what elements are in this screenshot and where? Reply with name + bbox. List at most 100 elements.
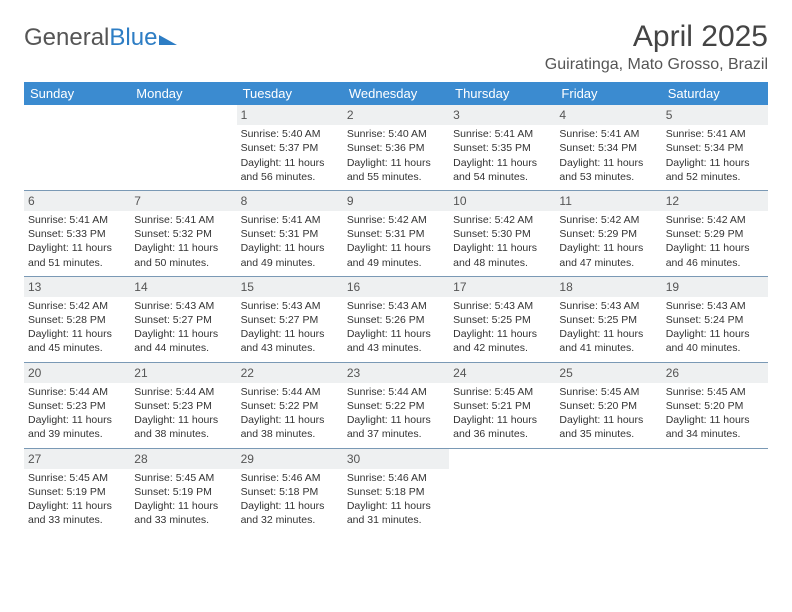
weekday-header: Thursday bbox=[449, 82, 555, 105]
day-cell: 19Sunrise: 5:43 AMSunset: 5:24 PMDayligh… bbox=[662, 277, 768, 362]
day-number: 7 bbox=[130, 191, 236, 211]
d1-text: Daylight: 11 hours bbox=[134, 499, 232, 513]
day-cell: 21Sunrise: 5:44 AMSunset: 5:23 PMDayligh… bbox=[130, 363, 236, 448]
d2-text: and 45 minutes. bbox=[28, 341, 126, 355]
sunset-text: Sunset: 5:22 PM bbox=[241, 399, 339, 413]
d2-text: and 42 minutes. bbox=[453, 341, 551, 355]
day-number bbox=[662, 449, 768, 469]
location-text: Guiratinga, Mato Grosso, Brazil bbox=[545, 56, 768, 74]
weekday-header: Sunday bbox=[24, 82, 130, 105]
d1-text: Daylight: 11 hours bbox=[241, 241, 339, 255]
calendar: SundayMondayTuesdayWednesdayThursdayFrid… bbox=[24, 82, 768, 533]
day-number: 2 bbox=[343, 105, 449, 125]
sunrise-text: Sunrise: 5:42 AM bbox=[28, 299, 126, 313]
sunset-text: Sunset: 5:24 PM bbox=[666, 313, 764, 327]
sunrise-text: Sunrise: 5:43 AM bbox=[241, 299, 339, 313]
sunrise-text: Sunrise: 5:40 AM bbox=[347, 127, 445, 141]
sunrise-text: Sunrise: 5:41 AM bbox=[666, 127, 764, 141]
day-cell: 16Sunrise: 5:43 AMSunset: 5:26 PMDayligh… bbox=[343, 277, 449, 362]
d1-text: Daylight: 11 hours bbox=[559, 327, 657, 341]
weekday-header: Friday bbox=[555, 82, 661, 105]
day-number: 6 bbox=[24, 191, 130, 211]
day-cell: 24Sunrise: 5:45 AMSunset: 5:21 PMDayligh… bbox=[449, 363, 555, 448]
sunrise-text: Sunrise: 5:43 AM bbox=[453, 299, 551, 313]
sunrise-text: Sunrise: 5:45 AM bbox=[28, 471, 126, 485]
day-cell: 10Sunrise: 5:42 AMSunset: 5:30 PMDayligh… bbox=[449, 191, 555, 276]
sunset-text: Sunset: 5:22 PM bbox=[347, 399, 445, 413]
weekday-header: Tuesday bbox=[237, 82, 343, 105]
sunset-text: Sunset: 5:29 PM bbox=[559, 227, 657, 241]
sunset-text: Sunset: 5:31 PM bbox=[241, 227, 339, 241]
d1-text: Daylight: 11 hours bbox=[134, 327, 232, 341]
d2-text: and 55 minutes. bbox=[347, 170, 445, 184]
day-cell: 3Sunrise: 5:41 AMSunset: 5:35 PMDaylight… bbox=[449, 105, 555, 190]
day-number: 16 bbox=[343, 277, 449, 297]
day-number: 13 bbox=[24, 277, 130, 297]
sunrise-text: Sunrise: 5:42 AM bbox=[453, 213, 551, 227]
d1-text: Daylight: 11 hours bbox=[241, 413, 339, 427]
empty-cell bbox=[24, 105, 130, 190]
sunrise-text: Sunrise: 5:45 AM bbox=[453, 385, 551, 399]
day-number bbox=[555, 449, 661, 469]
d2-text: and 49 minutes. bbox=[347, 256, 445, 270]
sunrise-text: Sunrise: 5:41 AM bbox=[241, 213, 339, 227]
sunrise-text: Sunrise: 5:43 AM bbox=[347, 299, 445, 313]
d2-text: and 51 minutes. bbox=[28, 256, 126, 270]
day-number bbox=[130, 105, 236, 125]
day-number: 23 bbox=[343, 363, 449, 383]
day-cell: 1Sunrise: 5:40 AMSunset: 5:37 PMDaylight… bbox=[237, 105, 343, 190]
sunrise-text: Sunrise: 5:42 AM bbox=[559, 213, 657, 227]
d2-text: and 46 minutes. bbox=[666, 256, 764, 270]
sunset-text: Sunset: 5:18 PM bbox=[241, 485, 339, 499]
d2-text: and 31 minutes. bbox=[347, 513, 445, 527]
logo: GeneralBlue bbox=[24, 24, 177, 52]
sunrise-text: Sunrise: 5:46 AM bbox=[347, 471, 445, 485]
sunset-text: Sunset: 5:27 PM bbox=[241, 313, 339, 327]
d2-text: and 38 minutes. bbox=[241, 427, 339, 441]
day-cell: 7Sunrise: 5:41 AMSunset: 5:32 PMDaylight… bbox=[130, 191, 236, 276]
day-cell: 4Sunrise: 5:41 AMSunset: 5:34 PMDaylight… bbox=[555, 105, 661, 190]
week-row: 1Sunrise: 5:40 AMSunset: 5:37 PMDaylight… bbox=[24, 105, 768, 191]
day-cell: 9Sunrise: 5:42 AMSunset: 5:31 PMDaylight… bbox=[343, 191, 449, 276]
week-row: 27Sunrise: 5:45 AMSunset: 5:19 PMDayligh… bbox=[24, 449, 768, 534]
d2-text: and 47 minutes. bbox=[559, 256, 657, 270]
logo-text: GeneralBlue bbox=[24, 24, 157, 52]
sunrise-text: Sunrise: 5:44 AM bbox=[347, 385, 445, 399]
d1-text: Daylight: 11 hours bbox=[134, 241, 232, 255]
sunrise-text: Sunrise: 5:42 AM bbox=[666, 213, 764, 227]
week-row: 20Sunrise: 5:44 AMSunset: 5:23 PMDayligh… bbox=[24, 363, 768, 449]
sunrise-text: Sunrise: 5:43 AM bbox=[559, 299, 657, 313]
day-cell: 18Sunrise: 5:43 AMSunset: 5:25 PMDayligh… bbox=[555, 277, 661, 362]
empty-cell bbox=[662, 449, 768, 534]
day-cell: 17Sunrise: 5:43 AMSunset: 5:25 PMDayligh… bbox=[449, 277, 555, 362]
d2-text: and 33 minutes. bbox=[28, 513, 126, 527]
sunset-text: Sunset: 5:21 PM bbox=[453, 399, 551, 413]
d1-text: Daylight: 11 hours bbox=[559, 241, 657, 255]
day-number: 4 bbox=[555, 105, 661, 125]
sunrise-text: Sunrise: 5:41 AM bbox=[559, 127, 657, 141]
d2-text: and 44 minutes. bbox=[134, 341, 232, 355]
sunset-text: Sunset: 5:28 PM bbox=[28, 313, 126, 327]
day-cell: 2Sunrise: 5:40 AMSunset: 5:36 PMDaylight… bbox=[343, 105, 449, 190]
d1-text: Daylight: 11 hours bbox=[347, 413, 445, 427]
day-number: 21 bbox=[130, 363, 236, 383]
sunrise-text: Sunrise: 5:45 AM bbox=[559, 385, 657, 399]
d1-text: Daylight: 11 hours bbox=[28, 241, 126, 255]
day-cell: 12Sunrise: 5:42 AMSunset: 5:29 PMDayligh… bbox=[662, 191, 768, 276]
sunrise-text: Sunrise: 5:42 AM bbox=[347, 213, 445, 227]
day-number: 27 bbox=[24, 449, 130, 469]
d1-text: Daylight: 11 hours bbox=[347, 156, 445, 170]
sunset-text: Sunset: 5:20 PM bbox=[666, 399, 764, 413]
day-number: 24 bbox=[449, 363, 555, 383]
d1-text: Daylight: 11 hours bbox=[347, 241, 445, 255]
d2-text: and 50 minutes. bbox=[134, 256, 232, 270]
d2-text: and 49 minutes. bbox=[241, 256, 339, 270]
d1-text: Daylight: 11 hours bbox=[453, 327, 551, 341]
d2-text: and 40 minutes. bbox=[666, 341, 764, 355]
d2-text: and 35 minutes. bbox=[559, 427, 657, 441]
sunset-text: Sunset: 5:26 PM bbox=[347, 313, 445, 327]
d2-text: and 43 minutes. bbox=[347, 341, 445, 355]
d1-text: Daylight: 11 hours bbox=[347, 499, 445, 513]
weekday-header: Wednesday bbox=[343, 82, 449, 105]
sunrise-text: Sunrise: 5:44 AM bbox=[28, 385, 126, 399]
